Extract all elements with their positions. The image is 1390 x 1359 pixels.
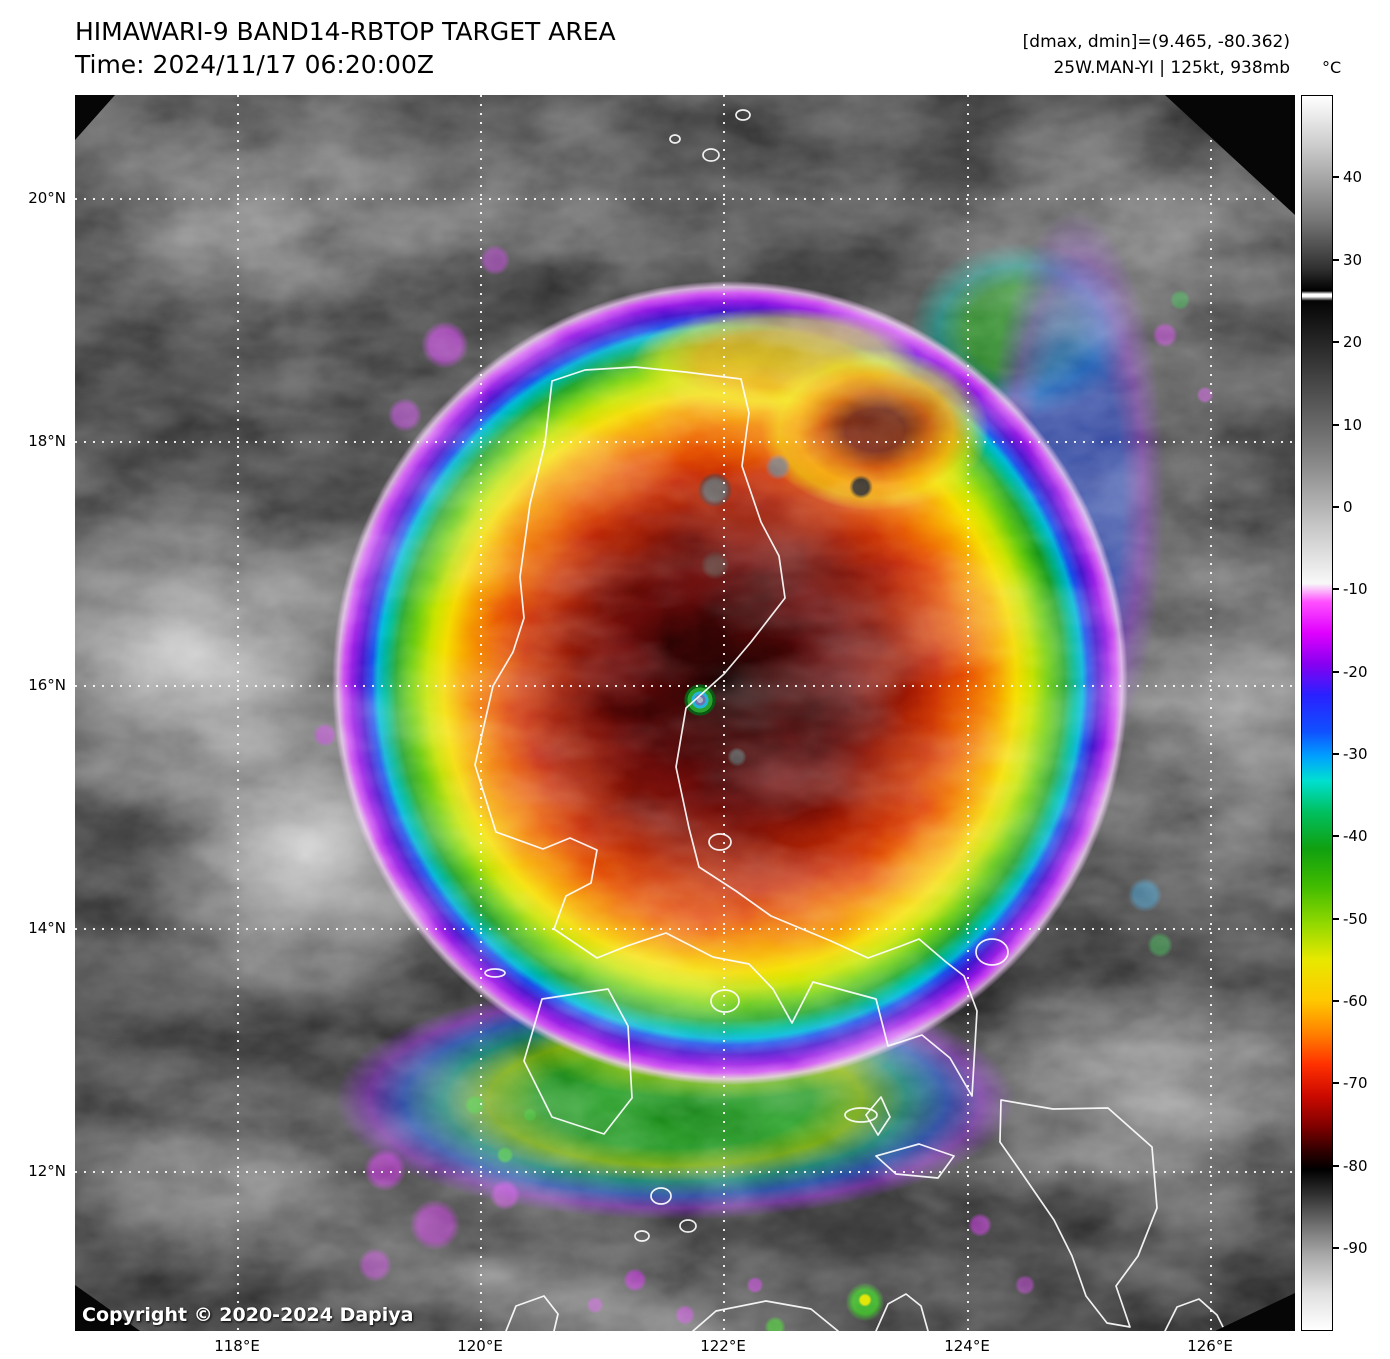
tick-mark — [1333, 1165, 1339, 1167]
tick-label: -10 — [1343, 580, 1368, 598]
timestamp-label: Time: 2024/11/17 06:20:00Z — [75, 49, 434, 79]
grid-line-120e — [480, 95, 482, 1331]
tick-label: 0 — [1343, 498, 1353, 516]
babuyan-island-2 — [735, 109, 751, 121]
grid-line-18n — [75, 441, 1295, 443]
romblon-island-3 — [634, 1230, 650, 1242]
data-edge-mask-bottom-left — [75, 1285, 140, 1331]
masbate-coastline — [875, 1143, 955, 1179]
lon-label-118e: 118°E — [214, 1337, 260, 1355]
page-title: HIMAWARI-9 BAND14-RBTOP TARGET AREA — [75, 17, 616, 46]
tick-mark — [1333, 1247, 1339, 1249]
ticao-coastline — [865, 1096, 891, 1136]
tick-mark — [1333, 1000, 1339, 1002]
data-edge-mask-top-left — [75, 95, 115, 140]
cloud-texture-noise — [75, 95, 1295, 1331]
babuyan-island-3 — [669, 134, 681, 144]
coastline-overlay — [474, 109, 1226, 1331]
storm-rainbow-enhancement — [75, 95, 1295, 1331]
lat-label-20n: 20°N — [28, 189, 66, 207]
marinduque-coastline — [710, 989, 740, 1013]
storm-info-block: [dmax, dmin]=(9.465, -80.362) 25W.MAN-YI… — [1023, 30, 1290, 81]
grid-line-118e — [237, 95, 239, 1331]
temperature-colorbar — [1301, 95, 1333, 1331]
lon-label-122e: 122°E — [700, 1337, 746, 1355]
grid-line-126e — [1210, 95, 1212, 1331]
header-block: HIMAWARI-9 BAND14-RBTOP TARGET AREA Time… — [75, 16, 616, 81]
lat-label-16n: 16°N — [28, 676, 66, 694]
babuyan-island-1 — [702, 148, 720, 162]
cold-cloud-speckles — [75, 95, 1295, 1331]
cloud-wisp-noise — [75, 95, 1295, 1331]
colorbar-unit-label: °C — [1322, 58, 1342, 77]
data-edge-mask-top-right — [1165, 95, 1295, 215]
panay-coastline — [692, 1300, 839, 1331]
tick-label: -60 — [1343, 992, 1368, 1010]
luzon-coastline — [474, 366, 978, 1097]
lat-label-18n: 18°N — [28, 432, 66, 450]
grid-line-20n — [75, 198, 1295, 200]
romblon-island-2 — [679, 1219, 697, 1233]
islet-coastline — [505, 1295, 559, 1331]
grid-line-12n — [75, 1171, 1295, 1173]
dmax-dmin-label: [dmax, dmin]=(9.465, -80.362) — [1022, 32, 1290, 52]
cebu-coastline — [875, 1293, 929, 1331]
tick-mark — [1333, 588, 1339, 590]
grid-line-16n — [75, 685, 1295, 687]
grid-line-14n — [75, 928, 1295, 930]
tick-mark — [1333, 259, 1339, 261]
tick-label: 20 — [1343, 333, 1363, 351]
satellite-map-canvas: Copyright © 2020-2024 Dapiya — [75, 95, 1295, 1331]
grid-line-124e — [967, 95, 969, 1331]
tick-label: -30 — [1343, 745, 1368, 763]
data-edge-mask-bottom-right — [1215, 1293, 1295, 1331]
mindoro-coastline — [523, 988, 633, 1135]
lon-label-120e: 120°E — [457, 1337, 503, 1355]
tick-label: 10 — [1343, 416, 1363, 434]
typhoon-eye — [682, 682, 718, 718]
catanduanes-coastline — [975, 938, 1009, 966]
samar-coastline — [999, 1099, 1158, 1328]
lon-label-126e: 126°E — [1187, 1337, 1233, 1355]
tick-mark — [1333, 506, 1339, 508]
copyright-watermark: Copyright © 2020-2024 Dapiya — [82, 1304, 414, 1326]
tick-mark — [1333, 671, 1339, 673]
storm-name-intensity-label: 25W.MAN-YI | 125kt, 938mb — [1053, 57, 1290, 78]
tick-label: -70 — [1343, 1074, 1368, 1092]
tick-mark — [1333, 341, 1339, 343]
tick-label: -50 — [1343, 910, 1368, 928]
tick-mark — [1333, 918, 1339, 920]
tick-label: -90 — [1343, 1239, 1368, 1257]
tick-mark — [1333, 753, 1339, 755]
tick-mark — [1333, 1082, 1339, 1084]
tick-label: 40 — [1343, 168, 1363, 186]
tick-label: -80 — [1343, 1157, 1368, 1175]
lon-label-124e: 124°E — [944, 1337, 990, 1355]
tick-mark — [1333, 835, 1339, 837]
romblon-island-1 — [650, 1187, 672, 1205]
tick-label: 30 — [1343, 251, 1363, 269]
lubang-island — [484, 968, 506, 978]
burias-coastline — [844, 1107, 878, 1123]
grid-line-122e — [723, 95, 725, 1331]
tick-mark — [1333, 176, 1339, 178]
polillo-coastline — [708, 833, 732, 851]
lat-label-12n: 12°N — [28, 1162, 66, 1180]
tick-label: -20 — [1343, 663, 1368, 681]
grayscale-cloud-background — [75, 95, 1295, 1331]
leyte-coastline — [1164, 1298, 1226, 1331]
colorbar-tick-labels: 40 30 20 10 0 -10 -20 -30 -40 -50 -60 -7… — [1333, 95, 1389, 1331]
tick-mark — [1333, 424, 1339, 426]
lat-label-14n: 14°N — [28, 919, 66, 937]
tick-label: -40 — [1343, 827, 1368, 845]
